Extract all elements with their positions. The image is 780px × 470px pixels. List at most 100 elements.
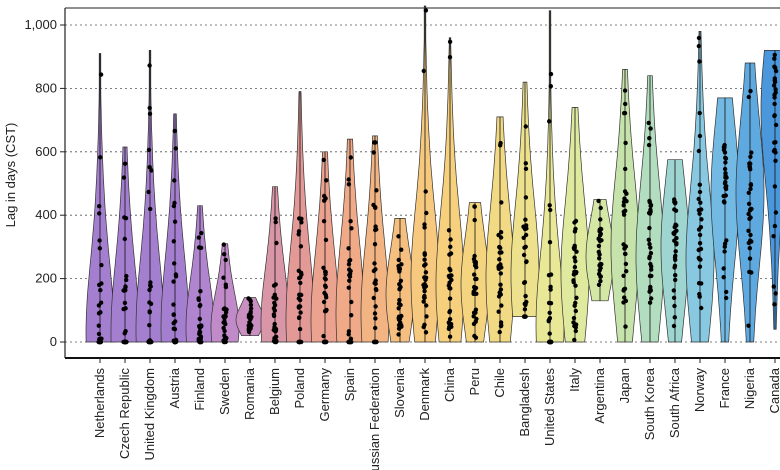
y-axis: 0 200 400 600 800 1,000 — [24, 8, 66, 358]
data-point — [772, 78, 777, 83]
data-point — [274, 240, 279, 246]
violin-poland — [285, 91, 315, 345]
data-point — [349, 313, 354, 318]
data-point — [598, 274, 603, 279]
x-axis: Netherlands Czech Republic United Kingdom A… — [65, 357, 780, 470]
data-point — [173, 274, 179, 279]
data-point — [273, 219, 278, 225]
data-point — [473, 259, 478, 265]
data-point — [646, 120, 651, 126]
data-point — [149, 168, 154, 173]
y-tick-label: 200 — [35, 271, 57, 286]
data-point — [548, 71, 554, 77]
data-point — [747, 246, 752, 251]
violin-chile — [485, 116, 515, 343]
data-point — [247, 312, 253, 317]
data-point — [623, 251, 628, 257]
data-point — [548, 207, 553, 213]
data-point — [648, 126, 653, 131]
data-point — [324, 178, 329, 183]
data-point — [696, 227, 702, 232]
x-tick-label: France — [717, 368, 732, 408]
data-point — [498, 235, 504, 240]
violin-belgium — [260, 186, 290, 345]
x-tick-label: Germany — [317, 368, 332, 422]
x-tick-label: Czech Republic — [117, 368, 132, 460]
data-point — [574, 249, 579, 254]
data-point — [748, 207, 753, 212]
data-point — [449, 273, 454, 278]
y-tick-label: 800 — [35, 80, 57, 95]
data-point — [147, 309, 152, 314]
data-point — [248, 306, 254, 311]
data-point — [197, 329, 202, 334]
data-point — [648, 203, 653, 209]
data-point — [321, 333, 326, 339]
data-point — [672, 303, 677, 309]
data-point — [473, 285, 479, 291]
data-point — [748, 88, 753, 94]
data-point — [346, 262, 352, 267]
data-point — [97, 204, 102, 209]
data-point — [347, 271, 353, 276]
data-point — [171, 279, 176, 284]
data-point — [522, 280, 528, 285]
data-point — [647, 225, 652, 231]
data-point — [623, 261, 629, 267]
data-point — [424, 303, 429, 308]
data-point — [296, 232, 301, 237]
data-point — [298, 244, 304, 249]
data-point — [772, 184, 778, 189]
data-point — [523, 244, 528, 249]
data-point — [222, 337, 228, 343]
data-point — [598, 205, 603, 211]
data-point — [748, 161, 753, 166]
data-point — [447, 308, 453, 314]
data-point — [99, 262, 104, 268]
data-point — [323, 269, 328, 274]
data-point — [422, 222, 427, 227]
data-point — [422, 322, 427, 327]
data-point — [697, 59, 702, 64]
data-point — [523, 232, 529, 238]
data-point — [146, 147, 152, 153]
data-point — [272, 308, 277, 313]
data-point — [147, 105, 152, 111]
data-point — [171, 321, 176, 326]
x-tick-label: Italy — [567, 368, 582, 392]
data-point — [746, 228, 751, 233]
violin-slovenia — [385, 218, 415, 343]
data-point — [648, 245, 653, 250]
data-point — [548, 284, 553, 289]
data-point — [321, 157, 326, 163]
data-point — [697, 182, 702, 187]
data-point — [373, 140, 378, 145]
data-point — [424, 314, 429, 319]
data-point — [171, 312, 176, 317]
data-point — [697, 294, 702, 299]
data-point — [772, 101, 777, 107]
data-point — [748, 182, 754, 188]
data-point — [672, 201, 678, 206]
violin-united-states — [535, 10, 565, 345]
data-point — [248, 302, 254, 308]
data-point — [371, 150, 376, 155]
data-point — [746, 240, 751, 246]
violin-spain — [335, 138, 365, 345]
data-point — [747, 256, 753, 261]
data-point — [122, 161, 128, 166]
data-point — [547, 119, 552, 124]
data-point — [122, 300, 128, 306]
data-point — [597, 256, 602, 261]
x-tick-label: Japan — [617, 368, 632, 403]
data-point — [724, 289, 729, 295]
data-point — [497, 250, 502, 255]
data-point — [197, 324, 202, 329]
data-point — [347, 278, 352, 283]
data-point — [123, 284, 128, 289]
data-point — [299, 292, 304, 298]
data-point — [596, 236, 601, 241]
data-point — [373, 325, 378, 331]
data-point — [523, 124, 528, 129]
